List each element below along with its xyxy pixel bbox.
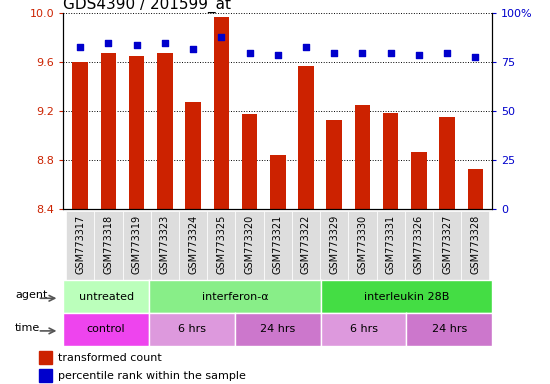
Bar	[411, 152, 427, 384]
FancyBboxPatch shape	[207, 211, 235, 280]
Bar	[73, 62, 88, 384]
Bar	[383, 113, 398, 384]
Text: GSM773321: GSM773321	[273, 215, 283, 274]
Point	[301, 44, 310, 50]
Text: 6 hrs: 6 hrs	[178, 324, 206, 334]
FancyBboxPatch shape	[433, 211, 461, 280]
Text: interferon-α: interferon-α	[201, 291, 268, 302]
Text: GSM773328: GSM773328	[470, 215, 480, 274]
Text: GSM773318: GSM773318	[103, 215, 113, 274]
Text: GSM773324: GSM773324	[188, 215, 198, 274]
Text: transformed count: transformed count	[58, 353, 162, 363]
FancyBboxPatch shape	[263, 211, 292, 280]
Text: GSM773319: GSM773319	[131, 215, 142, 274]
Bar	[468, 169, 483, 384]
Text: time: time	[15, 323, 40, 333]
Text: untreated: untreated	[79, 291, 134, 302]
Bar	[39, 351, 52, 364]
Bar	[157, 53, 173, 384]
FancyBboxPatch shape	[94, 211, 123, 280]
Point	[415, 51, 424, 58]
Text: 6 hrs: 6 hrs	[350, 324, 377, 334]
Bar	[242, 114, 257, 384]
Bar	[213, 17, 229, 384]
Point	[217, 34, 226, 40]
Point	[161, 40, 169, 46]
Text: GSM773329: GSM773329	[329, 215, 339, 274]
Text: GSM773326: GSM773326	[414, 215, 424, 274]
Bar	[101, 53, 116, 384]
FancyBboxPatch shape	[151, 211, 179, 280]
Point	[273, 51, 282, 58]
FancyBboxPatch shape	[235, 211, 263, 280]
FancyBboxPatch shape	[66, 211, 94, 280]
Text: GSM773331: GSM773331	[386, 215, 395, 274]
Text: GSM773322: GSM773322	[301, 215, 311, 274]
FancyBboxPatch shape	[179, 211, 207, 280]
FancyBboxPatch shape	[405, 211, 433, 280]
Point	[132, 42, 141, 48]
Point	[189, 46, 197, 52]
Text: GSM773320: GSM773320	[245, 215, 255, 274]
Point	[330, 50, 339, 56]
Bar	[327, 120, 342, 384]
Text: 24 hrs: 24 hrs	[432, 324, 467, 334]
FancyBboxPatch shape	[461, 211, 490, 280]
Text: GSM773330: GSM773330	[358, 215, 367, 274]
Point	[76, 44, 85, 50]
FancyBboxPatch shape	[348, 211, 377, 280]
Bar	[185, 101, 201, 384]
Text: 24 hrs: 24 hrs	[260, 324, 295, 334]
Text: percentile rank within the sample: percentile rank within the sample	[58, 371, 246, 381]
Point	[386, 50, 395, 56]
FancyBboxPatch shape	[377, 211, 405, 280]
Point	[471, 53, 480, 60]
Bar	[439, 118, 455, 384]
Bar	[39, 369, 52, 382]
Text: GSM773317: GSM773317	[75, 215, 85, 274]
Bar	[298, 66, 314, 384]
Text: control: control	[87, 324, 125, 334]
Text: GSM773327: GSM773327	[442, 215, 452, 274]
Bar	[270, 156, 285, 384]
Text: interleukin 28B: interleukin 28B	[364, 291, 449, 302]
FancyBboxPatch shape	[292, 211, 320, 280]
FancyBboxPatch shape	[123, 211, 151, 280]
Text: GDS4390 / 201599_at: GDS4390 / 201599_at	[63, 0, 231, 13]
Bar	[355, 105, 370, 384]
Text: GSM773323: GSM773323	[160, 215, 170, 274]
Point	[104, 40, 113, 46]
FancyBboxPatch shape	[320, 211, 348, 280]
Text: GSM773325: GSM773325	[216, 215, 226, 274]
Text: agent: agent	[15, 290, 47, 300]
Point	[443, 50, 452, 56]
Bar	[129, 56, 145, 384]
Point	[358, 50, 367, 56]
Point	[245, 50, 254, 56]
